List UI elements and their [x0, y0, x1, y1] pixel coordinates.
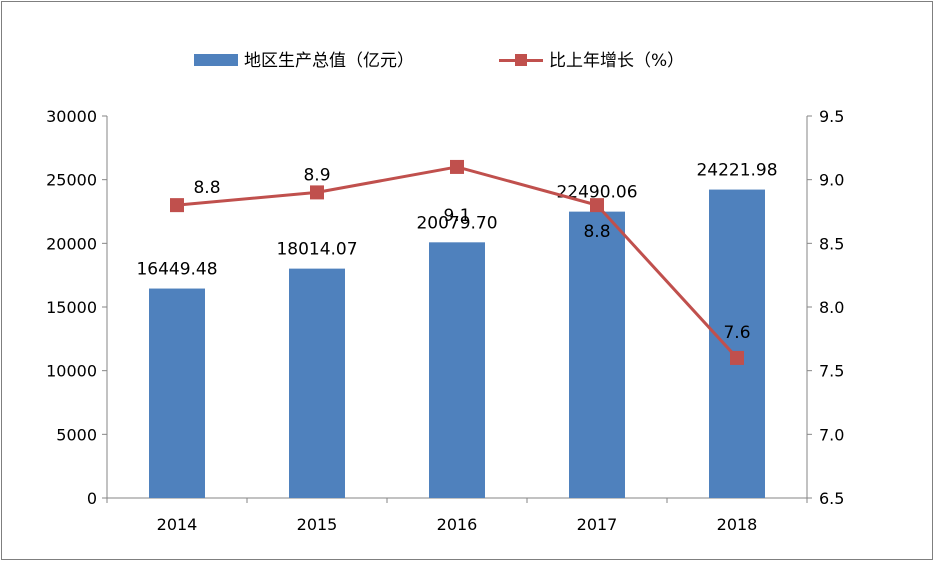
x-tick-label: 2017 [577, 515, 618, 534]
bar [709, 189, 765, 498]
growth-marker [590, 198, 604, 213]
x-tick-label: 2016 [437, 515, 478, 534]
y-left-tick-label: 0 [87, 489, 97, 508]
x-tick-label: 2014 [157, 515, 198, 534]
growth-marker [450, 159, 464, 174]
legend-swatch-bar [194, 54, 238, 66]
y-right-tick-label: 9.5 [819, 107, 844, 126]
y-right-tick-label: 8.0 [819, 298, 844, 317]
growth-data-label: 8.9 [303, 165, 330, 185]
legend-label-gdp: 地区生产总值（亿元） [244, 51, 414, 71]
legend-marker [515, 54, 527, 66]
y-right-tick-label: 9.0 [819, 171, 844, 190]
growth-data-label: 8.8 [193, 178, 220, 198]
y-left-tick-label: 25000 [46, 171, 97, 190]
bar-data-label: 24221.98 [696, 161, 777, 181]
y-left-tick-label: 20000 [46, 234, 97, 253]
bar-data-label: 20079.70 [416, 213, 497, 233]
growth-data-label: 7.6 [723, 323, 750, 343]
growth-marker [170, 198, 184, 213]
bar-data-label: 22490.06 [556, 183, 637, 203]
bar-data-label: 16449.48 [136, 260, 217, 280]
bar [149, 288, 205, 498]
bar-data-label: 18014.07 [276, 240, 357, 260]
x-tick-label: 2015 [297, 515, 338, 534]
y-left-tick-label: 5000 [56, 425, 97, 444]
bar [289, 268, 345, 498]
y-left-tick-label: 15000 [46, 298, 97, 317]
bar [429, 242, 485, 498]
bar [569, 211, 625, 498]
y-right-tick-label: 6.5 [819, 489, 844, 508]
growth-data-label: 9.1 [443, 206, 470, 226]
y-right-tick-label: 8.5 [819, 234, 844, 253]
growth-data-label: 8.8 [583, 222, 610, 242]
growth-marker [730, 350, 744, 365]
y-left-tick-label: 30000 [46, 107, 97, 126]
y-right-tick-label: 7.5 [819, 362, 844, 381]
y-right-tick-label: 7.0 [819, 425, 844, 444]
y-left-tick-label: 10000 [46, 362, 97, 381]
growth-marker [310, 185, 324, 200]
x-tick-label: 2018 [717, 515, 758, 534]
legend-label-growth: 比上年增长（%） [549, 51, 685, 71]
